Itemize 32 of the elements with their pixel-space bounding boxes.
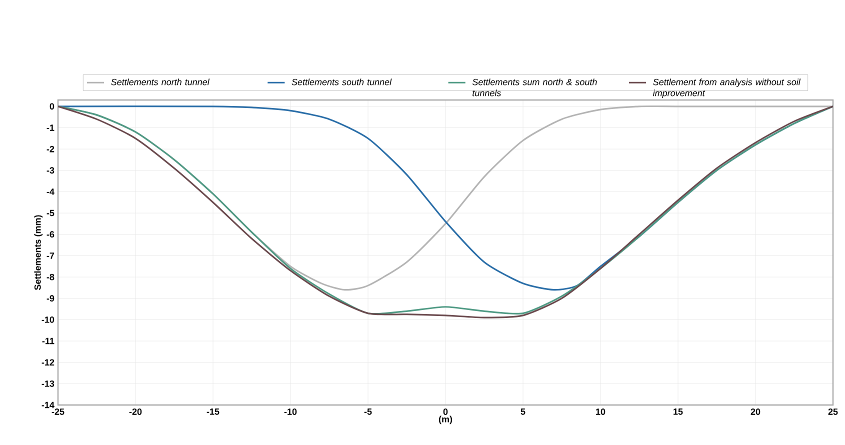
x-tick-label: 10 xyxy=(596,408,606,415)
y-tick-label: -7 xyxy=(46,252,54,259)
x-tick-label: -10 xyxy=(284,408,297,415)
x-tick-label: -25 xyxy=(52,408,64,415)
x-tick-label: 0 xyxy=(443,408,448,415)
x-tick-label: 5 xyxy=(520,408,526,415)
y-tick-label: -6 xyxy=(46,231,54,238)
legend-label: Settlements sum north & south tunnels xyxy=(472,78,597,96)
legend-label: Settlements north tunnel xyxy=(111,78,210,86)
x-tick-label: -20 xyxy=(129,408,142,415)
x-tick-label: -5 xyxy=(364,408,372,415)
y-axis-title: Settlements (mm) xyxy=(34,215,43,290)
y-tick-label: -8 xyxy=(46,274,54,280)
y-tick-label: -2 xyxy=(46,146,54,152)
x-tick-label: 20 xyxy=(750,408,760,415)
x-tick-label: 25 xyxy=(828,408,838,415)
x-tick-label: 15 xyxy=(674,408,683,415)
y-tick-label: -14 xyxy=(42,402,54,408)
y-tick-label: -4 xyxy=(46,188,54,195)
y-tick-label: -9 xyxy=(46,295,54,302)
legend-label: Settlement from analysis without soil improvement xyxy=(652,78,801,98)
y-tick-label: -12 xyxy=(42,359,54,366)
x-tick-label: -15 xyxy=(206,408,220,415)
x-axis-title: (m) xyxy=(438,416,452,424)
legend-label: Settlements south tunnel xyxy=(292,78,392,86)
y-tick-label: 0 xyxy=(50,103,54,110)
y-tick-label: -1 xyxy=(46,124,54,131)
y-tick-label: -3 xyxy=(46,167,54,174)
y-tick-label: -10 xyxy=(42,316,54,323)
y-tick-label: -5 xyxy=(46,210,54,216)
y-tick-label: -11 xyxy=(42,338,54,344)
y-tick-label: -13 xyxy=(42,380,54,387)
